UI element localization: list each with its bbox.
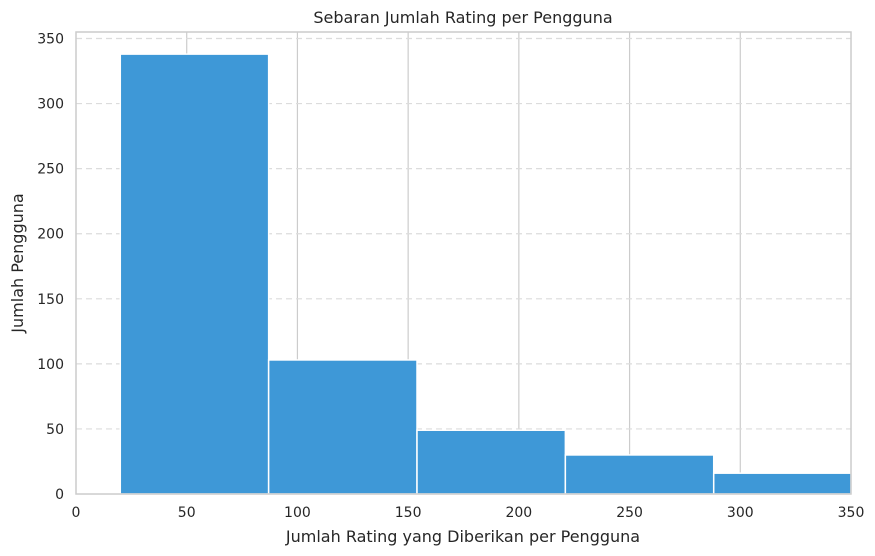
x-tick-label: 0 — [72, 505, 81, 521]
y-tick-labels: 0 50 100 150 200 250 300 350 — [37, 32, 64, 503]
y-tick-label: 300 — [37, 97, 64, 113]
histogram-bar — [267, 359, 418, 495]
x-axis-label: Jumlah Rating yang Diberikan per Penggun… — [285, 527, 640, 546]
y-axis-label: Jumlah Pengguna — [8, 193, 27, 333]
y-tick-label: 100 — [37, 357, 64, 373]
y-tick-label: 200 — [37, 227, 64, 243]
histogram-bar — [119, 53, 270, 495]
histogram-bar — [416, 429, 567, 495]
y-tick-label: 0 — [55, 487, 64, 503]
x-tick-label: 200 — [505, 505, 532, 521]
x-tick-label: 250 — [616, 505, 643, 521]
x-tick-label: 300 — [727, 505, 754, 521]
x-tick-label: 50 — [178, 505, 196, 521]
chart-title: Sebaran Jumlah Rating per Pengguna — [313, 8, 612, 27]
y-tick-label: 50 — [46, 422, 64, 438]
y-tick-label: 350 — [37, 32, 64, 48]
histogram-bar — [564, 454, 715, 495]
x-tick-label: 150 — [395, 505, 422, 521]
y-tick-label: 250 — [37, 162, 64, 178]
histogram-bar — [712, 472, 852, 495]
x-tick-label: 100 — [284, 505, 311, 521]
histogram-bars — [119, 53, 852, 495]
y-tick-label: 150 — [37, 292, 64, 308]
x-tick-label: 350 — [838, 505, 865, 521]
x-tick-labels: 0 50 100 150 200 250 300 350 — [72, 505, 865, 521]
plot-frame — [75, 31, 852, 495]
grid-lines — [76, 32, 851, 494]
